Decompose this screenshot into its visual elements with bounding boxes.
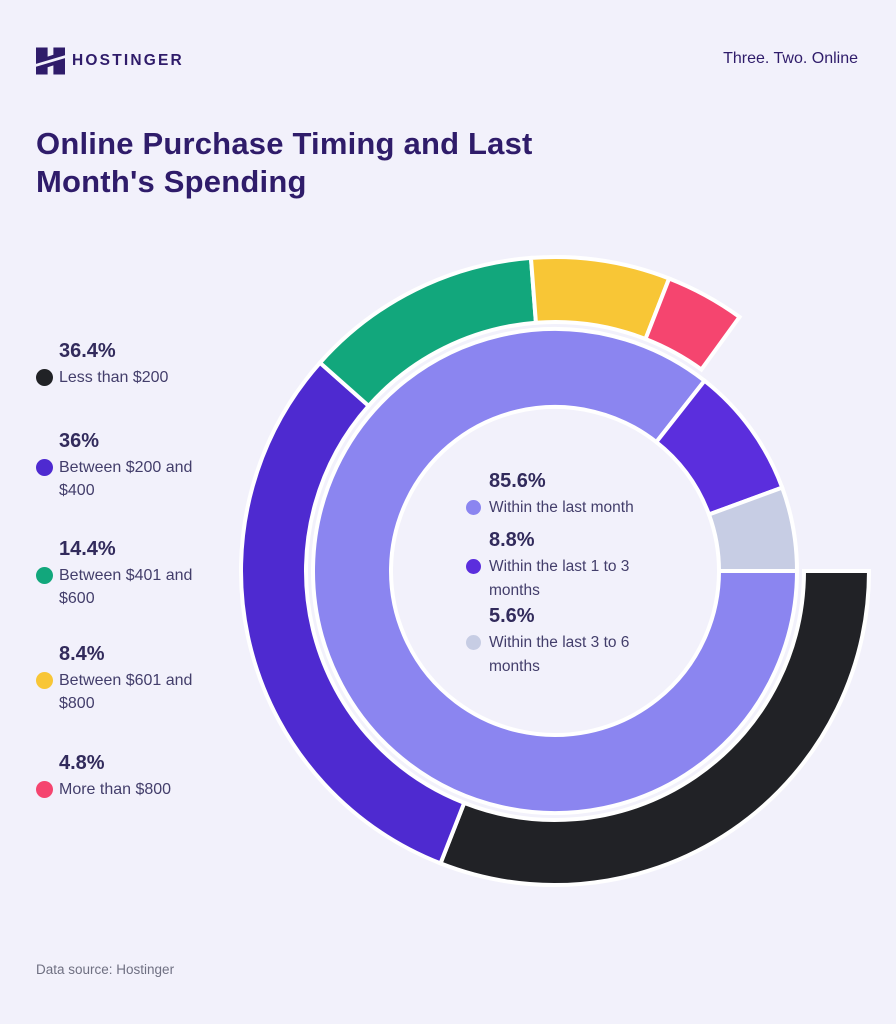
legend-value: 36% — [59, 430, 100, 452]
header: HOSTINGER — [36, 44, 184, 78]
inner-ring-legend-item: 5.6% Within the last 3 to 6 months — [466, 603, 676, 679]
page-title: Online Purchase Timing and Last Month's … — [36, 125, 533, 199]
legend-label: More than $800 — [59, 781, 172, 798]
data-source-note: Data source: Hostinger — [36, 962, 175, 977]
legend-dot-icon — [36, 567, 53, 584]
donut-chart — [239, 255, 872, 887]
inner-ring-segment — [706, 485, 800, 573]
legend-value: 8.4% — [59, 643, 105, 665]
legend-dot-icon — [36, 781, 53, 798]
legend-value: 85.6% — [489, 470, 546, 492]
brand-tagline: Three. Two. Online — [723, 50, 858, 67]
legend-dot-icon — [466, 635, 481, 650]
legend-value: 8.8% — [489, 529, 535, 551]
outer-ring-legend-item: 36.4% Less than $200 — [36, 338, 212, 389]
legend-dot-icon — [36, 369, 53, 386]
legend-value: 14.4% — [59, 538, 116, 560]
legend-dot-icon — [466, 559, 481, 574]
inner-ring-legend-item: 85.6% Within the last month — [466, 468, 676, 520]
legend-dot-icon — [36, 459, 53, 476]
inner-ring-legend-item: 8.8% Within the last 1 to 3 months — [466, 527, 676, 603]
legend-label: Between $601 and $800 — [59, 672, 193, 712]
legend-label: Within the last 3 to 6 months — [489, 634, 630, 675]
legend-dot-icon — [466, 500, 481, 515]
hostinger-logo-icon — [36, 47, 65, 75]
legend-label: Between $200 and $400 — [59, 459, 193, 499]
outer-ring-legend-item: 4.8% More than $800 — [36, 750, 212, 801]
outer-ring-legend-item: 14.4% Between $401 and $600 — [36, 536, 212, 610]
outer-ring-segment — [437, 569, 872, 887]
legend-value: 5.6% — [489, 605, 535, 627]
legend-value: 36.4% — [59, 340, 116, 362]
legend-dot-icon — [36, 672, 53, 689]
outer-ring-segment — [642, 275, 743, 373]
outer-ring-legend-item: 8.4% Between $601 and $800 — [36, 641, 212, 715]
legend-label: Within the last 1 to 3 months — [489, 558, 630, 599]
legend-label: Within the last month — [489, 499, 634, 516]
brand-wordmark: HOSTINGER — [72, 52, 184, 69]
inner-ring-segment — [311, 327, 800, 815]
legend-value: 4.8% — [59, 752, 105, 774]
legend-label: Between $401 and $600 — [59, 567, 193, 607]
legend-label: Less than $200 — [59, 369, 169, 386]
outer-ring-legend-item: 36% Between $200 and $400 — [36, 428, 212, 502]
